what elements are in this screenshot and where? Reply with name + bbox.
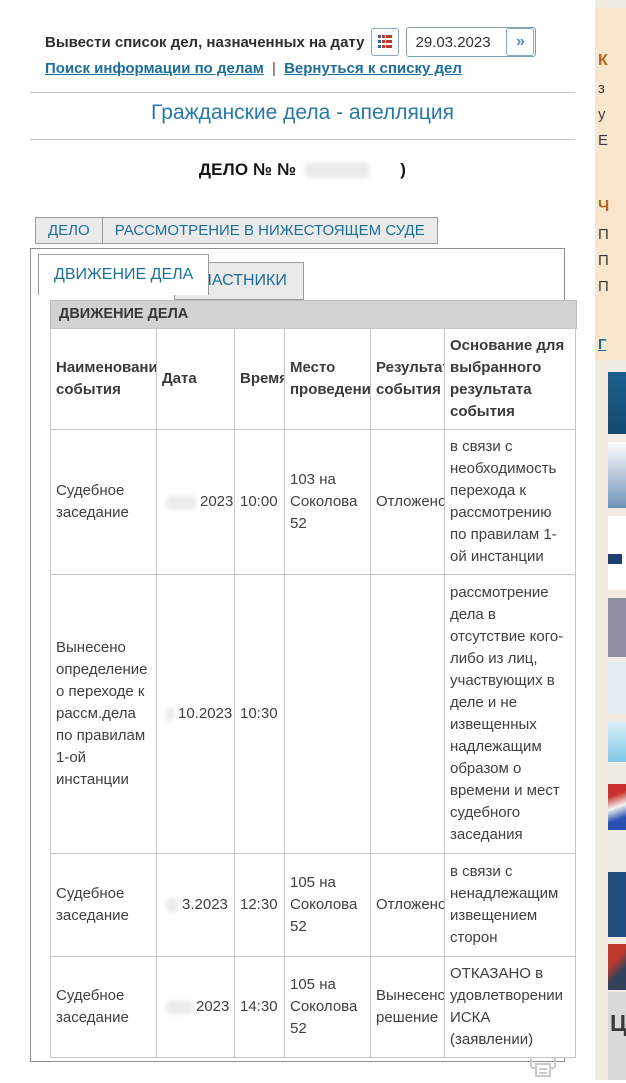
sidebar-banner[interactable] [608, 722, 626, 762]
cell-time: 12:30 [234, 853, 285, 957]
calendar-button[interactable] [371, 28, 400, 56]
case-number-heading: ДЕЛО № № ) [30, 160, 575, 180]
sidebar-text-fragment: П [598, 278, 609, 295]
go-button[interactable]: » [506, 28, 535, 56]
sidebar-banner[interactable]: Ц [608, 992, 626, 1080]
sidebar-info-block [595, 8, 626, 360]
banner-letter: Ц [610, 1010, 626, 1036]
tab-lower-court[interactable]: РАССМОТРЕНИЕ В НИЖЕСТОЯЩЕМ СУДЕ [102, 217, 438, 244]
cell-time: 10:00 [234, 429, 285, 575]
sidebar-banner[interactable] [608, 662, 626, 713]
redacted-case-number [305, 163, 370, 179]
date-toolbar-label: Вывести список дел, назначенных на дату [45, 33, 365, 51]
date-field-group: » [406, 27, 537, 57]
redacted-date-part [166, 898, 178, 912]
sidebar-banner[interactable] [608, 442, 626, 508]
cell-result: Вынесено решение [370, 956, 445, 1058]
sidebar-text-fragment: К [598, 52, 608, 69]
redacted-date-part [166, 707, 174, 721]
col-header-event: Наименование события [50, 328, 157, 430]
table-row: Вынесено определение о переходе к рассм.… [50, 574, 576, 854]
sidebar-banner[interactable] [608, 372, 626, 434]
table-row: Судебное заседание 2023 14:30 105 на Сок… [50, 956, 576, 1058]
cell-place: 105 на Соколова 52 [284, 853, 371, 957]
case-number-prefix: ДЕЛО № № [198, 160, 297, 179]
link-separator: | [271, 60, 276, 77]
sidebar-text-fragment: у [598, 106, 606, 123]
cell-place: 105 на Соколова 52 [284, 956, 371, 1058]
cell-result [370, 574, 445, 854]
cell-place [284, 574, 371, 854]
case-movement-table: Наименование события Дата Время Место пр… [50, 328, 576, 1058]
page-title: Гражданские дела - апелляция [151, 101, 454, 124]
tab-case[interactable]: ДЕЛО [35, 217, 103, 244]
cell-date: 2023 [156, 429, 235, 575]
table-header-row: Наименование события Дата Время Место пр… [50, 328, 576, 430]
divider [30, 92, 575, 93]
cell-reason: рассмотрение дела в отсутствие кого-либо… [444, 574, 576, 854]
redacted-date-part [166, 495, 196, 509]
search-cases-link[interactable]: Поиск информации по делам [45, 60, 264, 77]
cell-date: 10.2023 [156, 574, 235, 854]
date-input[interactable] [407, 30, 506, 54]
cell-time: 14:30 [234, 956, 285, 1058]
cell-reason: в связи с ненадлежащим извещением сторон [444, 853, 576, 957]
primary-tabs: ДЕЛО РАССМОТРЕНИЕ В НИЖЕСТОЯЩЕМ СУДЕ [35, 217, 438, 244]
col-header-result: Результат события [370, 328, 445, 430]
nav-links: Поиск информации по делам | Вернуться к … [45, 60, 462, 77]
sidebar-banner[interactable] [608, 872, 626, 937]
col-header-place: Место проведения [284, 328, 371, 430]
cell-date: 3.2023 [156, 853, 235, 957]
double-chevron-right-icon: » [516, 33, 525, 50]
sidebar-banner[interactable] [608, 944, 626, 990]
sidebar-text-fragment: П [598, 226, 609, 243]
sidebar-text-fragment: Е [598, 132, 609, 149]
calendar-grid-icon [378, 35, 393, 48]
sidebar-text-fragment: Ч [598, 198, 610, 215]
col-header-time: Время [234, 328, 285, 430]
cell-place: 103 на Соколова 52 [284, 429, 371, 575]
date-toolbar: Вывести список дел, назначенных на дату … [45, 27, 537, 57]
redacted-date-part [166, 1000, 192, 1014]
cell-event: Судебное заседание [50, 853, 157, 957]
sidebar-link-fragment[interactable]: Г [598, 336, 607, 353]
tab-case-movement[interactable]: ДВИЖЕНИЕ ДЕЛА [38, 254, 210, 295]
cell-reason: в связи с необходимость перехода к рассм… [444, 429, 576, 575]
cell-result: Отложено [370, 429, 445, 575]
cell-event: Вынесено определение о переходе к рассм.… [50, 574, 157, 854]
table-row: Судебное заседание 2023 10:00 103 на Сок… [50, 429, 576, 575]
sidebar-banner[interactable] [608, 516, 626, 590]
cell-event: Судебное заседание [50, 429, 157, 575]
section-header: ДВИЖЕНИЕ ДЕЛА [50, 300, 577, 329]
sidebar-text-fragment: П [598, 252, 609, 269]
col-header-date: Дата [156, 328, 235, 430]
cell-reason: ОТКАЗАНО в удовлетворении ИСКА (заявлени… [444, 956, 576, 1058]
cell-event: Судебное заседание [50, 956, 157, 1058]
cell-result: Отложено [370, 853, 445, 957]
banner-logo-fragment [608, 554, 622, 564]
cell-date: 2023 [156, 956, 235, 1058]
sidebar-banner[interactable] [608, 598, 626, 657]
back-to-list-link[interactable]: Вернуться к списку дел [284, 60, 462, 77]
table-row: Судебное заседание 3.2023 12:30 105 на С… [50, 853, 576, 957]
case-number-suffix: ) [400, 160, 407, 179]
right-sidebar: К з у Е Ч П П П Г Ц [595, 0, 626, 1080]
divider [30, 139, 575, 140]
sidebar-flag-banner[interactable] [608, 784, 626, 830]
cell-time: 10:30 [234, 574, 285, 854]
sidebar-text-fragment: з [598, 80, 605, 97]
col-header-reason: Основание для выбранного результата собы… [444, 328, 576, 430]
